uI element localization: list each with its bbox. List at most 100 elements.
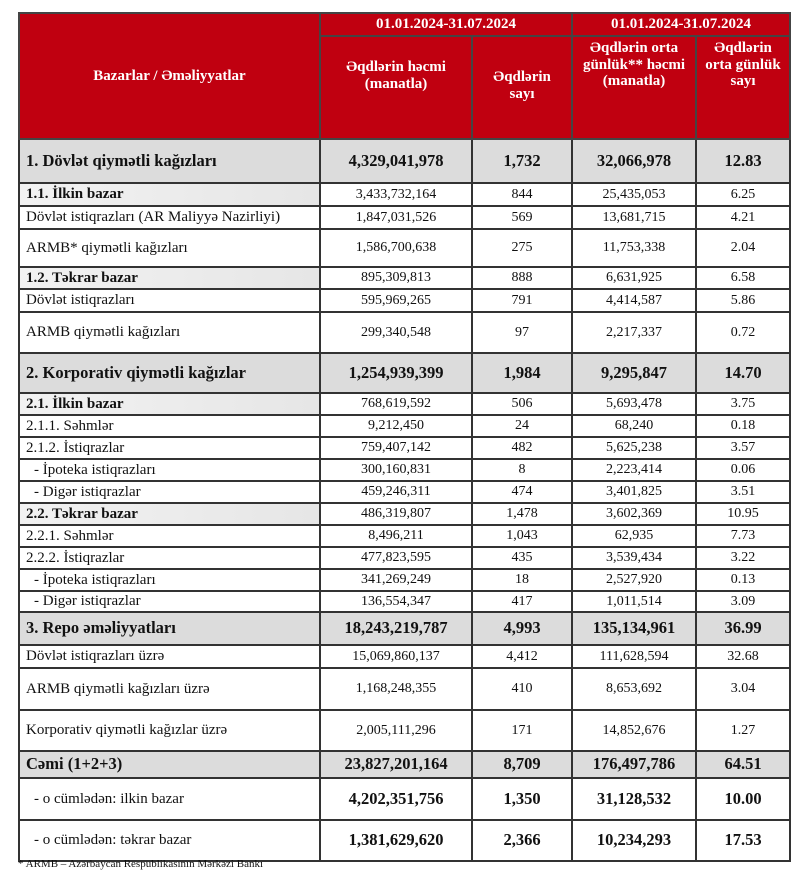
count-cell: 888 [471, 266, 573, 290]
volume-cell: 4,329,041,978 [319, 138, 473, 184]
row-label: - Digər istiqrazlar [18, 590, 321, 613]
avg-count-cell: 0.13 [695, 568, 791, 592]
avg-volume-cell: 111,628,594 [571, 644, 697, 669]
avg-volume-cell: 5,625,238 [571, 436, 697, 460]
table-row: Dövlət istiqrazları (AR Maliyyə Nazirliy… [18, 205, 791, 230]
row-label: - o cümlədən: təkrar bazar [18, 819, 321, 862]
avg-volume-cell: 8,653,692 [571, 667, 697, 711]
table-row: Dövlət istiqrazları üzrə 15,069,860,137 4,… [18, 644, 791, 669]
table-row: Dövlət istiqrazları 595,969,265 791 4,414,5… [18, 288, 791, 313]
table-row: - Digər istiqrazlar 459,246,311 474 3,401,8… [18, 480, 791, 504]
table-row: ARMB qiymətli kağızları üzrə 1,168,248,35… [18, 667, 791, 711]
avg-count-cell: 32.68 [695, 644, 791, 669]
table-row: 1.2. Təkrar bazar 895,309,813 888 6,631,925… [18, 266, 791, 290]
avg-volume-cell: 14,852,676 [571, 709, 697, 752]
count-cell: 171 [471, 709, 573, 752]
table-row: ARMB qiymətli kağızları 299,340,548 97 2,21… [18, 311, 791, 354]
avg-count-cell: 36.99 [695, 611, 791, 646]
row-label: 2.1.1. Səhmlər [18, 414, 321, 438]
avg-volume-cell: 176,497,786 [571, 750, 697, 779]
avg-volume-cell: 68,240 [571, 414, 697, 438]
count-cell: 1,478 [471, 502, 573, 526]
row-label: Dövlət istiqrazları (AR Maliyyə Nazirliy… [18, 205, 321, 230]
avg-count-cell: 1.27 [695, 709, 791, 752]
avg-volume-cell: 3,401,825 [571, 480, 697, 504]
count-cell: 24 [471, 414, 573, 438]
avg-volume-cell: 11,753,338 [571, 228, 697, 268]
row-label: - o cümlədən: ilkin bazar [18, 777, 321, 821]
volume-cell: 3,433,732,164 [319, 182, 473, 207]
count-cell: 4,412 [471, 644, 573, 669]
row-label: 2. Korporativ qiymətli kağızlar [18, 352, 321, 394]
avg-count-cell: 0.72 [695, 311, 791, 354]
header-count: Əqdlərin sayı [471, 35, 573, 140]
avg-volume-cell: 31,128,532 [571, 777, 697, 821]
volume-cell: 1,254,939,399 [319, 352, 473, 394]
table-row: - Digər istiqrazlar 136,554,347 417 1,011,5… [18, 590, 791, 613]
table-body: 1. Dövlət qiymətli kağızları 4,329,041,97… [18, 138, 791, 862]
row-label: 1. Dövlət qiymətli kağızları [18, 138, 321, 184]
row-label: 2.2. Təkrar bazar [18, 502, 321, 526]
count-cell: 1,350 [471, 777, 573, 821]
avg-count-cell: 14.70 [695, 352, 791, 394]
header-markets: Bazarlar / Əməliyyatlar [18, 12, 321, 140]
row-label: ARMB qiymətli kağızları [18, 311, 321, 354]
count-cell: 435 [471, 546, 573, 570]
row-label: 2.2.1. Səhmlər [18, 524, 321, 548]
volume-cell: 477,823,595 [319, 546, 473, 570]
volume-cell: 768,619,592 [319, 392, 473, 416]
avg-count-cell: 3.04 [695, 667, 791, 711]
count-cell: 275 [471, 228, 573, 268]
avg-volume-cell: 3,539,434 [571, 546, 697, 570]
row-label: 2.1. İlkin bazar [18, 392, 321, 416]
volume-cell: 459,246,311 [319, 480, 473, 504]
avg-count-cell: 3.22 [695, 546, 791, 570]
avg-count-cell: 6.25 [695, 182, 791, 207]
markets-table: Bazarlar / Əməliyyatlar 01.01.2024-31.07… [18, 12, 791, 862]
avg-volume-cell: 9,295,847 [571, 352, 697, 394]
count-cell: 8 [471, 458, 573, 482]
count-cell: 417 [471, 590, 573, 613]
count-cell: 1,732 [471, 138, 573, 184]
table-row: 2.1.1. Səhmlər 9,212,450 24 68,240 0.18 [18, 414, 791, 438]
avg-count-cell: 10.95 [695, 502, 791, 526]
avg-count-cell: 0.06 [695, 458, 791, 482]
table-row: 1.1. İlkin bazar 3,433,732,164 844 25,435,0… [18, 182, 791, 207]
avg-volume-cell: 135,134,961 [571, 611, 697, 646]
count-cell: 410 [471, 667, 573, 711]
avg-volume-cell: 25,435,053 [571, 182, 697, 207]
volume-cell: 9,212,450 [319, 414, 473, 438]
volume-cell: 341,269,249 [319, 568, 473, 592]
row-label: - İpoteka istiqrazları [18, 458, 321, 482]
row-label: Dövlət istiqrazları [18, 288, 321, 313]
count-cell: 569 [471, 205, 573, 230]
count-cell: 474 [471, 480, 573, 504]
table-row: 2.2.1. Səhmlər 8,496,211 1,043 62,935 7.73 [18, 524, 791, 548]
row-label: Dövlət istiqrazları üzrə [18, 644, 321, 669]
volume-cell: 300,160,831 [319, 458, 473, 482]
row-label: Korporativ qiymətli kağızlar üzrə [18, 709, 321, 752]
volume-cell: 299,340,548 [319, 311, 473, 354]
count-cell: 8,709 [471, 750, 573, 779]
table-row: 2.2.2. İstiqrazlar 477,823,595 435 3,539,43… [18, 546, 791, 570]
table-row: 2. Korporativ qiymətli kağızlar 1,254,939… [18, 352, 791, 394]
avg-volume-cell: 5,693,478 [571, 392, 697, 416]
avg-count-cell: 3.75 [695, 392, 791, 416]
row-label: 2.2.2. İstiqrazlar [18, 546, 321, 570]
avg-count-cell: 5.86 [695, 288, 791, 313]
row-label: 1.1. İlkin bazar [18, 182, 321, 207]
header-avg-count: Əqdlərin orta günlük sayı [695, 35, 791, 140]
table-row: ARMB* qiymətli kağızları 1,586,700,638 275… [18, 228, 791, 268]
count-cell: 4,993 [471, 611, 573, 646]
volume-cell: 1,586,700,638 [319, 228, 473, 268]
header-period-2: 01.01.2024-31.07.2024 [571, 12, 791, 37]
avg-volume-cell: 62,935 [571, 524, 697, 548]
volume-cell: 4,202,351,756 [319, 777, 473, 821]
volume-cell: 595,969,265 [319, 288, 473, 313]
avg-volume-cell: 6,631,925 [571, 266, 697, 290]
avg-volume-cell: 2,223,414 [571, 458, 697, 482]
table-row: 2.1.2. İstiqrazlar 759,407,142 482 5,625,23… [18, 436, 791, 460]
footnote: * ARMB – Azərbaycan Respublikasının Mərk… [18, 858, 264, 870]
table-row: 1. Dövlət qiymətli kağızları 4,329,041,97… [18, 138, 791, 184]
avg-volume-cell: 32,066,978 [571, 138, 697, 184]
